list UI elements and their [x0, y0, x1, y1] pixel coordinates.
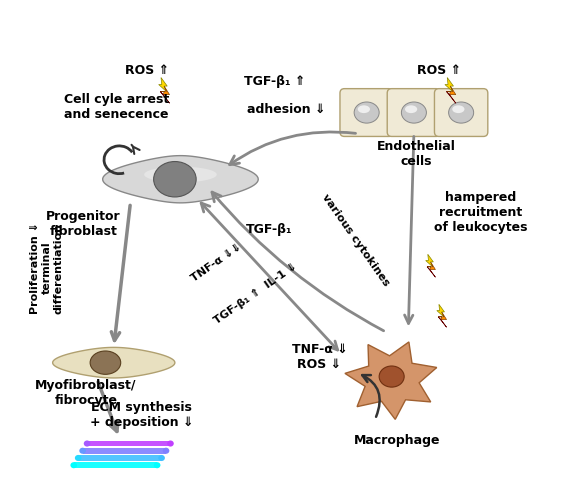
Text: hampered
recruitment
of leukocytes: hampered recruitment of leukocytes [434, 191, 527, 234]
Polygon shape [427, 267, 435, 277]
FancyBboxPatch shape [434, 89, 488, 136]
Polygon shape [160, 86, 169, 95]
Ellipse shape [154, 462, 160, 468]
Polygon shape [445, 77, 453, 92]
Polygon shape [159, 77, 167, 92]
Polygon shape [160, 92, 169, 103]
Text: TGF-β₁: TGF-β₁ [246, 223, 293, 236]
Text: ROS ⇑: ROS ⇑ [125, 64, 169, 77]
Ellipse shape [401, 102, 426, 123]
Polygon shape [345, 342, 437, 420]
Text: TGF-β₁ ⇑: TGF-β₁ ⇑ [244, 75, 306, 89]
Text: Endothelial
cells: Endothelial cells [377, 140, 456, 168]
Polygon shape [437, 304, 444, 317]
Text: ROS ⇑: ROS ⇑ [417, 64, 461, 77]
Ellipse shape [449, 102, 473, 123]
Text: Macrophage: Macrophage [354, 434, 440, 447]
Text: Myofibroblast/
fibrocyte: Myofibroblast/ fibrocyte [35, 379, 137, 407]
Polygon shape [53, 348, 175, 378]
Ellipse shape [79, 448, 86, 454]
Text: TGF-β₁ ⇑  IL-1 ⇓: TGF-β₁ ⇑ IL-1 ⇓ [212, 261, 299, 326]
Ellipse shape [84, 441, 90, 447]
Polygon shape [447, 92, 456, 103]
Ellipse shape [405, 105, 417, 113]
Text: various cytokines: various cytokines [320, 193, 391, 288]
Ellipse shape [163, 448, 169, 454]
Ellipse shape [154, 161, 196, 197]
Polygon shape [427, 262, 435, 270]
Polygon shape [438, 312, 447, 319]
Polygon shape [447, 86, 456, 95]
Ellipse shape [167, 441, 174, 447]
Ellipse shape [358, 105, 370, 113]
Ellipse shape [90, 351, 121, 374]
Text: Progenitor
fibroblast: Progenitor fibroblast [46, 210, 121, 238]
Polygon shape [144, 166, 217, 183]
Text: ECM synthesis
+ deposition ⇓: ECM synthesis + deposition ⇓ [90, 401, 194, 430]
FancyArrow shape [87, 441, 171, 446]
Ellipse shape [452, 105, 465, 113]
Text: Cell cyle arrest
and senecence: Cell cyle arrest and senecence [64, 93, 169, 121]
Polygon shape [426, 255, 433, 267]
Polygon shape [103, 155, 258, 203]
Text: adhesion ⇓: adhesion ⇓ [247, 103, 325, 116]
FancyArrow shape [82, 448, 166, 454]
FancyArrow shape [73, 462, 157, 468]
Ellipse shape [158, 455, 165, 461]
Text: TNF-α ⇓⇓: TNF-α ⇓⇓ [190, 241, 243, 284]
Ellipse shape [75, 455, 81, 461]
Ellipse shape [379, 366, 404, 387]
Polygon shape [438, 317, 447, 327]
FancyArrow shape [78, 455, 162, 461]
Text: TNF-α ⇓
ROS ⇓: TNF-α ⇓ ROS ⇓ [292, 343, 347, 371]
FancyBboxPatch shape [387, 89, 440, 136]
Text: Proliferation ⇓
terminal
differentiation: Proliferation ⇓ terminal differentiation [30, 222, 63, 314]
FancyBboxPatch shape [340, 89, 393, 136]
Ellipse shape [354, 102, 379, 123]
Ellipse shape [71, 462, 77, 468]
